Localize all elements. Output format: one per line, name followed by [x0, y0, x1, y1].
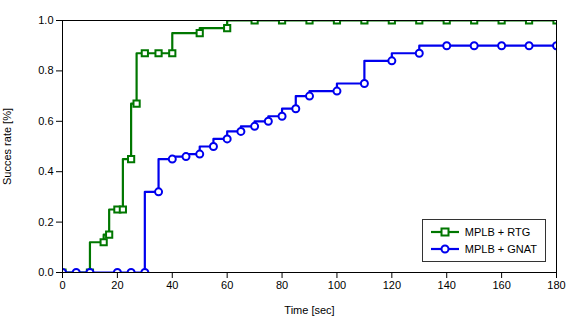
html-text:MPLB + RTG: MPLB + RTG [464, 226, 531, 238]
svg-text:0.4: 0.4 [38, 165, 53, 177]
svg-text:180: 180 [547, 279, 565, 291]
svg-text:Time [sec]: Time [sec] [284, 304, 334, 316]
svg-text:20: 20 [111, 279, 123, 291]
svg-text:0.2: 0.2 [38, 216, 53, 228]
svg-text:0.6: 0.6 [38, 115, 53, 127]
svg-text:160: 160 [492, 279, 510, 291]
svg-text:40: 40 [166, 279, 178, 291]
svg-text:140: 140 [438, 279, 456, 291]
svg-text:0.8: 0.8 [38, 64, 53, 76]
svg-text:0: 0 [59, 279, 65, 291]
svg-text:60: 60 [221, 279, 233, 291]
svg-text:120: 120 [383, 279, 401, 291]
html-text:MPLB + GNAT: MPLB + GNAT [464, 242, 537, 255]
svg-text:1.0: 1.0 [38, 14, 53, 26]
svg-text:0.0: 0.0 [38, 266, 53, 278]
svg-text:100: 100 [328, 279, 346, 291]
svg-text:80: 80 [276, 279, 288, 291]
svg-text:Succes rate [%]: Succes rate [%] [1, 108, 13, 185]
